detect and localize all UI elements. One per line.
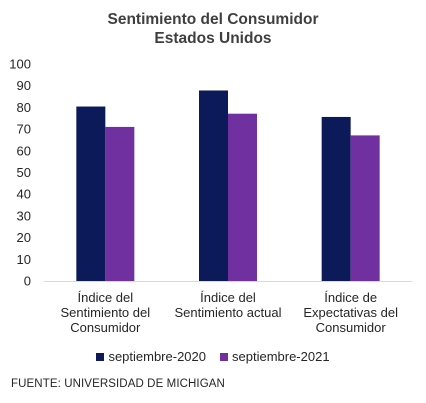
x-category-label: Índice del bbox=[78, 290, 134, 305]
bar-series-1-category-2 bbox=[199, 90, 228, 281]
x-category-label: Sentimiento actual bbox=[175, 305, 282, 320]
legend-item-series-1: septiembre-2020 bbox=[96, 349, 206, 364]
chart-legend: septiembre-2020 septiembre-2021 bbox=[0, 349, 426, 364]
y-tick-label: 40 bbox=[17, 187, 31, 202]
x-category-label: Consumidor bbox=[316, 320, 387, 335]
bar-series-2-category-3 bbox=[350, 135, 380, 281]
y-tick-label: 100 bbox=[9, 57, 31, 72]
y-tick-label: 50 bbox=[17, 165, 31, 180]
legend-label-series-2: septiembre-2021 bbox=[232, 349, 330, 364]
y-tick-label: 80 bbox=[17, 100, 31, 115]
y-tick-label: 90 bbox=[17, 78, 31, 93]
x-category-label: Consumidor bbox=[70, 320, 141, 335]
legend-label-series-1: septiembre-2020 bbox=[108, 349, 206, 364]
y-tick-label: 10 bbox=[17, 252, 31, 267]
y-tick-label: 30 bbox=[17, 208, 31, 223]
legend-swatch-series-1 bbox=[96, 352, 105, 361]
bar-series-2-category-2 bbox=[228, 113, 257, 282]
x-category-label: Sentimiento del bbox=[61, 305, 151, 320]
y-tick-label: 20 bbox=[17, 230, 31, 245]
source-note: FUENTE: UNIVERSIDAD DE MICHIGAN bbox=[11, 378, 225, 390]
x-category-label: Índice del bbox=[200, 290, 256, 305]
chart-title-line-2: Estados Unidos bbox=[154, 30, 272, 47]
x-category-label: Expectativas del bbox=[303, 305, 398, 320]
x-category-label: Índice de bbox=[324, 290, 377, 305]
chart-title-line-1: Sentimiento del Consumidor bbox=[107, 11, 319, 28]
y-tick-label: 0 bbox=[24, 274, 31, 289]
y-tick-label: 70 bbox=[17, 122, 31, 137]
y-tick-label: 60 bbox=[17, 143, 31, 158]
legend-swatch-series-2 bbox=[220, 352, 228, 361]
bar-series-1-category-3 bbox=[321, 116, 351, 281]
bar-series-2-category-1 bbox=[105, 126, 135, 282]
chart-title: Sentimiento del Consumidor Estados Unido… bbox=[0, 10, 426, 48]
bar-series-1-category-1 bbox=[76, 106, 106, 281]
legend-item-series-2: septiembre-2021 bbox=[220, 349, 330, 364]
